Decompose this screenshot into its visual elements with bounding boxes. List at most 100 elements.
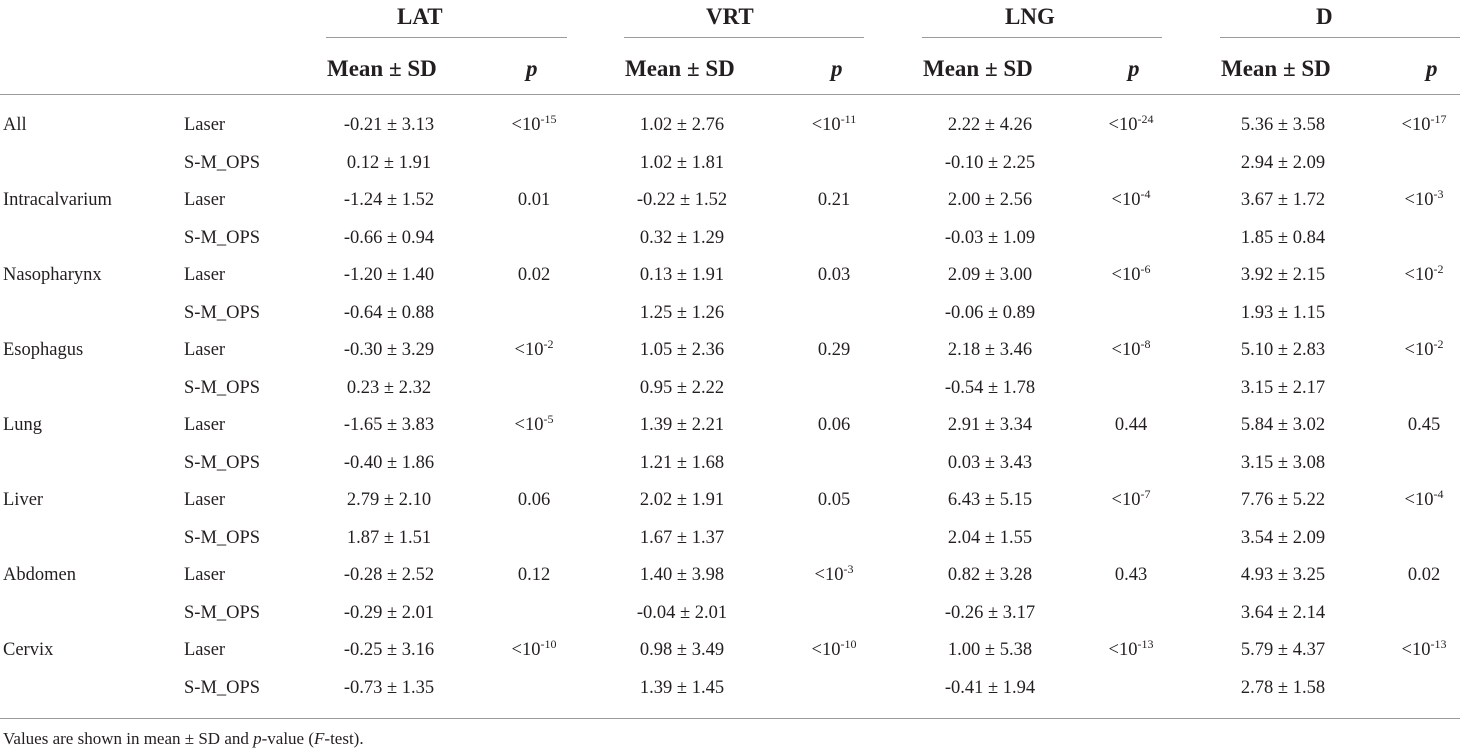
- mean-sd-value: -0.40 ± 1.86: [343, 452, 435, 473]
- p-value: 0.43: [1114, 565, 1148, 585]
- mean-sd-value: -0.28 ± 2.52: [343, 565, 435, 585]
- mean-sd-header-lat: Mean ± SD: [327, 56, 437, 81]
- mean-sd-value: -1.24 ± 1.52: [343, 190, 435, 210]
- row-method-label: S-M_OPS: [184, 527, 261, 548]
- p-value: <10-7: [1111, 487, 1151, 510]
- row-method-label: S-M_OPS: [184, 152, 261, 173]
- p-value: 0.03: [817, 265, 851, 285]
- mean-sd-value: -0.06 ± 0.89: [944, 302, 1036, 323]
- row-site-label: Esophagus: [3, 340, 84, 360]
- mean-sd-value: 0.23 ± 2.32: [346, 377, 432, 398]
- mean-sd-value: 0.32 ± 1.29: [639, 227, 725, 248]
- p-value: <10-2: [514, 337, 554, 360]
- mean-sd-value: -0.25 ± 3.16: [343, 640, 435, 660]
- p-value: 0.02: [517, 265, 551, 285]
- mean-sd-value: 2.02 ± 1.91: [639, 490, 725, 510]
- mean-sd-value: 3.15 ± 2.17: [1240, 377, 1326, 398]
- mean-sd-value: -0.54 ± 1.78: [944, 377, 1036, 398]
- mean-sd-value: -0.03 ± 1.09: [944, 227, 1036, 248]
- mean-sd-value: -0.30 ± 3.29: [343, 340, 435, 360]
- group-header-lat: LAT: [397, 4, 443, 29]
- mean-sd-value: 0.03 ± 3.43: [947, 452, 1033, 473]
- mean-sd-value: -0.26 ± 3.17: [944, 602, 1036, 623]
- mean-sd-value: 1.02 ± 1.81: [639, 152, 725, 173]
- mean-sd-value: 2.18 ± 3.46: [947, 340, 1033, 360]
- p-value: <10-10: [511, 637, 557, 660]
- table-footnote: Values are shown in mean ± SD and p-valu…: [3, 729, 364, 748]
- row-method-label: Laser: [184, 640, 226, 660]
- mean-sd-value: 5.10 ± 2.83: [1240, 340, 1326, 360]
- p-value: <10-2: [1404, 262, 1444, 285]
- p-value: 0.05: [817, 490, 851, 510]
- p-value: <10-10: [811, 637, 857, 660]
- row-site-label: All: [3, 115, 27, 135]
- mean-sd-value: 1.85 ± 0.84: [1240, 227, 1326, 248]
- group-header-lng: LNG: [1005, 4, 1055, 29]
- group-rule-lat: [326, 37, 567, 38]
- row-method-label: Laser: [184, 340, 226, 360]
- mean-sd-value: 0.95 ± 2.22: [639, 377, 725, 398]
- p-value: <10-3: [1404, 187, 1444, 210]
- p-value: <10-24: [1108, 112, 1154, 135]
- mean-sd-value: 7.76 ± 5.22: [1240, 490, 1326, 510]
- row-method-label: S-M_OPS: [184, 677, 261, 698]
- mean-sd-value: 0.82 ± 3.28: [947, 565, 1033, 585]
- mean-sd-value: 3.54 ± 2.09: [1240, 527, 1326, 548]
- p-value: <10-5: [514, 412, 554, 435]
- row-method-label: Laser: [184, 490, 226, 510]
- p-value: <10-13: [1401, 637, 1447, 660]
- p-value: 0.06: [817, 415, 851, 435]
- p-header-d: p: [1426, 56, 1438, 81]
- row-method-label: Laser: [184, 190, 226, 210]
- row-site-label: Nasopharynx: [3, 265, 102, 285]
- mean-sd-value: -0.10 ± 2.25: [944, 152, 1036, 173]
- mean-sd-value: 2.00 ± 2.56: [947, 190, 1033, 210]
- row-method-label: S-M_OPS: [184, 227, 261, 248]
- mean-sd-value: -0.66 ± 0.94: [343, 227, 435, 248]
- p-value: 0.44: [1114, 415, 1148, 435]
- mean-sd-value: 1.39 ± 2.21: [639, 415, 725, 435]
- p-value: <10-2: [1404, 337, 1444, 360]
- row-method-label: Laser: [184, 265, 226, 285]
- p-value: <10-13: [1108, 637, 1154, 660]
- p-value: 0.29: [817, 340, 851, 360]
- mean-sd-value: -0.04 ± 2.01: [636, 602, 728, 623]
- mean-sd-value: -0.41 ± 1.94: [944, 677, 1036, 698]
- row-method-label: Laser: [184, 115, 226, 135]
- p-value: <10-17: [1401, 112, 1447, 135]
- p-value: <10-15: [511, 112, 557, 135]
- mean-sd-value: 2.79 ± 2.10: [346, 490, 432, 510]
- p-value: <10-4: [1111, 187, 1151, 210]
- mean-sd-value: 2.94 ± 2.09: [1240, 152, 1326, 173]
- row-site-label: Intracalvarium: [3, 190, 112, 210]
- mean-sd-value: 0.13 ± 1.91: [639, 265, 725, 285]
- row-site-label: Lung: [3, 415, 43, 435]
- mean-sd-value: -0.22 ± 1.52: [636, 190, 728, 210]
- mean-sd-value: -0.64 ± 0.88: [343, 302, 435, 323]
- p-header-vrt: p: [831, 56, 843, 81]
- mean-sd-value: 1.40 ± 3.98: [639, 565, 725, 585]
- mean-sd-value: 3.64 ± 2.14: [1240, 602, 1326, 623]
- p-value: 0.45: [1407, 415, 1441, 435]
- mean-sd-value: 2.78 ± 1.58: [1240, 677, 1326, 698]
- mean-sd-value: 0.12 ± 1.91: [346, 152, 432, 173]
- mean-sd-header-lng: Mean ± SD: [923, 56, 1033, 81]
- mean-sd-value: 1.02 ± 2.76: [639, 115, 725, 135]
- mean-sd-header-vrt: Mean ± SD: [625, 56, 735, 81]
- mean-sd-value: 5.84 ± 3.02: [1240, 415, 1326, 435]
- mean-sd-value: 1.87 ± 1.51: [346, 527, 432, 548]
- group-rule-d: [1220, 37, 1460, 38]
- group-header-vrt: VRT: [706, 4, 754, 29]
- p-value: <10-3: [814, 562, 854, 585]
- mean-sd-value: 1.25 ± 1.26: [639, 302, 725, 323]
- mean-sd-value: -1.20 ± 1.40: [343, 265, 435, 285]
- p-value: <10-4: [1404, 487, 1444, 510]
- mean-sd-value: 2.22 ± 4.26: [947, 115, 1033, 135]
- p-value: 0.02: [1407, 565, 1441, 585]
- mean-sd-value: 3.92 ± 2.15: [1240, 265, 1326, 285]
- p-value: 0.21: [817, 190, 851, 210]
- row-method-label: S-M_OPS: [184, 302, 261, 323]
- mean-sd-value: 1.05 ± 2.36: [639, 340, 725, 360]
- mean-sd-header-d: Mean ± SD: [1221, 56, 1331, 81]
- row-method-label: S-M_OPS: [184, 602, 261, 623]
